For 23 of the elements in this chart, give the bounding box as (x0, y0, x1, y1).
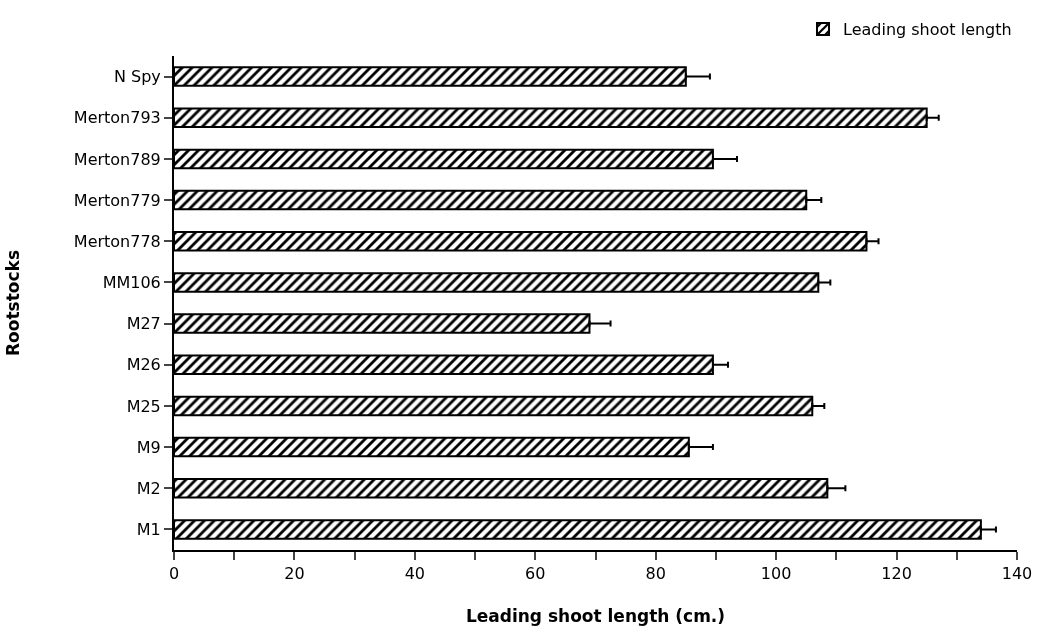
x-tick-label: 40 (404, 564, 426, 584)
x-tick-label: 0 (168, 564, 180, 584)
y-tick-label: M27 (126, 314, 161, 334)
y-axis-title: Rootstocks (2, 249, 23, 357)
x-axis-title: Leading shoot length (cm.) (465, 606, 726, 627)
y-tick-label: Merton789 (73, 149, 161, 169)
x-tick-label: 60 (525, 564, 546, 584)
y-tick-label: Merton793 (73, 108, 161, 128)
x-tick-label: 100 (760, 564, 792, 584)
y-tick-label: Merton779 (73, 190, 161, 210)
y-tick-label: N Spy (113, 67, 161, 87)
y-tick-label: M2 (136, 478, 161, 498)
x-tick-label: 140 (1001, 564, 1033, 584)
y-tick-label: M25 (126, 396, 161, 416)
y-tick-label: M26 (126, 355, 161, 375)
x-tick-label: 80 (645, 564, 666, 584)
y-tick-label: MM106 (102, 273, 161, 293)
y-tick-label: M1 (136, 520, 161, 540)
text: Leading shoot length (843, 20, 1012, 40)
x-tick-label: 120 (881, 564, 912, 584)
y-tick-label: Merton778 (73, 231, 161, 251)
y-tick-label: M9 (136, 437, 161, 457)
x-tick-label: 20 (284, 564, 305, 584)
